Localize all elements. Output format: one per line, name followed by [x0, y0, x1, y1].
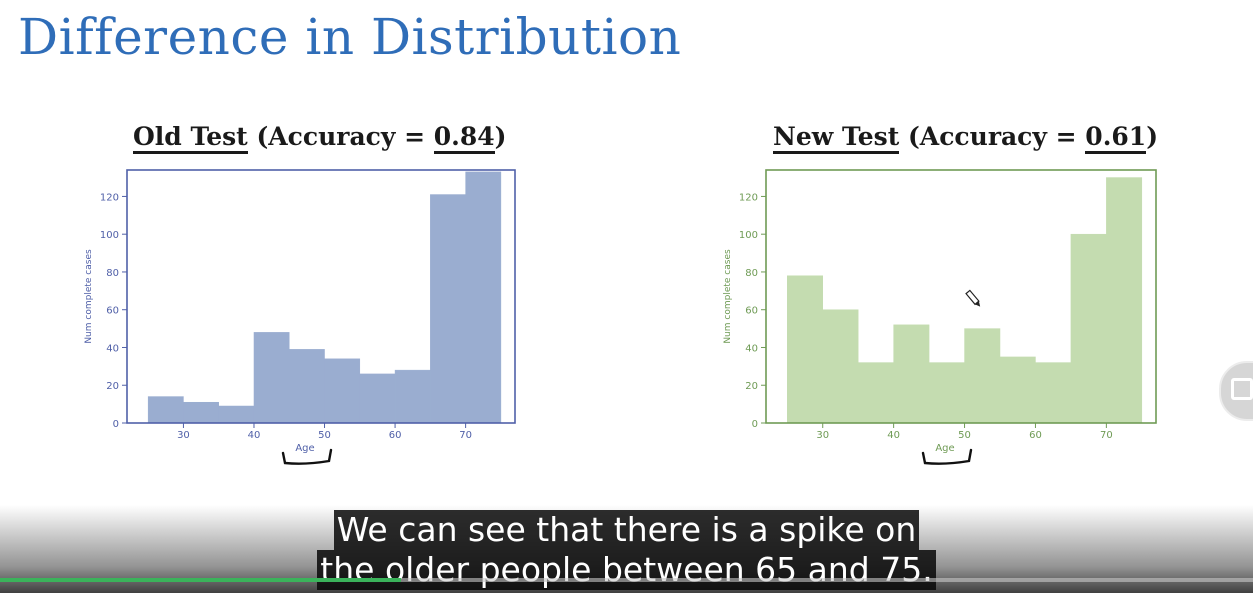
old-test-y-axis-label: Num complete cases — [84, 249, 94, 344]
old-test-xtick-label: 30 — [177, 430, 190, 441]
new-test-bar-9 — [1070, 233, 1107, 424]
old-test-title-prefix: (Accuracy = — [256, 122, 434, 151]
old-test-bar-4 — [253, 332, 290, 424]
new-test-ytick-label: 80 — [745, 268, 758, 279]
video-progress-fill — [0, 578, 401, 582]
old-test-ytick-label: 0 — [113, 419, 119, 430]
old-test-bar-5 — [289, 349, 325, 424]
new-test-ytick-label: 40 — [745, 343, 758, 354]
old-test-bar-8 — [394, 369, 431, 424]
new-test-bar-5 — [928, 362, 965, 424]
old-test-xtick-label: 50 — [318, 430, 331, 441]
new-test-chart-title: New Test (Accuracy = 0.61) — [773, 122, 1159, 154]
new-test-x-axis-label: Age — [935, 443, 954, 454]
new-test-y-axis-label: Num complete cases — [723, 249, 733, 344]
old-test-ytick-label: 20 — [106, 381, 119, 392]
new-test-label: New Test — [773, 122, 900, 154]
old-test-ytick-label: 120 — [100, 192, 119, 203]
old-test-chart-title: Old Test (Accuracy = 0.84) — [133, 122, 507, 154]
old-test-ytick-label: 60 — [106, 306, 119, 317]
old-test-bar-10 — [465, 171, 502, 424]
old-test-xtick-label: 70 — [459, 430, 472, 441]
new-test-bracket-annotation — [921, 448, 973, 465]
old-test-ytick-label: 40 — [106, 343, 119, 354]
old-test-bar-7 — [359, 373, 396, 424]
new-test-xtick-label: 30 — [816, 430, 829, 441]
new-test-bar-2 — [822, 309, 859, 424]
new-test-ytick-label: 100 — [739, 230, 758, 241]
new-test-title-suffix: ) — [1146, 122, 1159, 151]
old-test-label: Old Test — [133, 122, 248, 154]
old-test-bar-1 — [147, 396, 184, 424]
new-test-ytick-label: 20 — [745, 381, 758, 392]
caption-line-2: the older people between 65 and 75. — [317, 550, 936, 590]
old-test-ytick-label: 100 — [100, 230, 119, 241]
new-test-bar-10 — [1106, 177, 1143, 424]
new-test-title-prefix: (Accuracy = — [907, 122, 1086, 151]
old-test-accuracy: 0.84 — [433, 122, 495, 154]
old-test-xtick-label: 60 — [389, 430, 402, 441]
old-test-bar-9 — [430, 194, 466, 424]
new-test-plot-frame — [765, 169, 1157, 424]
new-test-bar-1 — [787, 275, 823, 424]
new-test-ytick-label: 0 — [752, 419, 758, 430]
new-test-bar-3 — [857, 362, 894, 424]
old-test-plot-frame — [126, 169, 516, 424]
old-test-ytick-label: 80 — [106, 268, 119, 279]
video-progress-bar[interactable] — [0, 578, 1253, 582]
old-test-title-suffix: ) — [494, 122, 507, 151]
new-test-xtick-label: 60 — [1029, 430, 1042, 441]
old-test-bracket-annotation — [281, 448, 333, 465]
new-test-bar-6 — [964, 328, 1001, 424]
old-test-xtick-label: 40 — [248, 430, 261, 441]
expand-icon — [1231, 378, 1253, 400]
new-test-xtick-label: 40 — [887, 430, 900, 441]
new-test-xtick-label: 70 — [1100, 430, 1113, 441]
new-test-ytick-label: 60 — [745, 306, 758, 317]
new-test-bar-4 — [893, 324, 930, 424]
new-test-ytick-label: 120 — [739, 192, 758, 203]
caption-line-1: We can see that there is a spike on — [333, 510, 920, 550]
new-test-bar-7 — [999, 356, 1036, 424]
new-test-accuracy: 0.61 — [1085, 122, 1147, 154]
old-test-x-axis-label: Age — [295, 443, 314, 454]
new-test-xtick-label: 50 — [958, 430, 971, 441]
slide-title: Difference in Distribution — [18, 8, 682, 66]
new-test-bar-8 — [1035, 362, 1072, 424]
pencil-icon — [965, 289, 981, 307]
subtitle-caption: We can see that there is a spike on the … — [0, 510, 1253, 590]
